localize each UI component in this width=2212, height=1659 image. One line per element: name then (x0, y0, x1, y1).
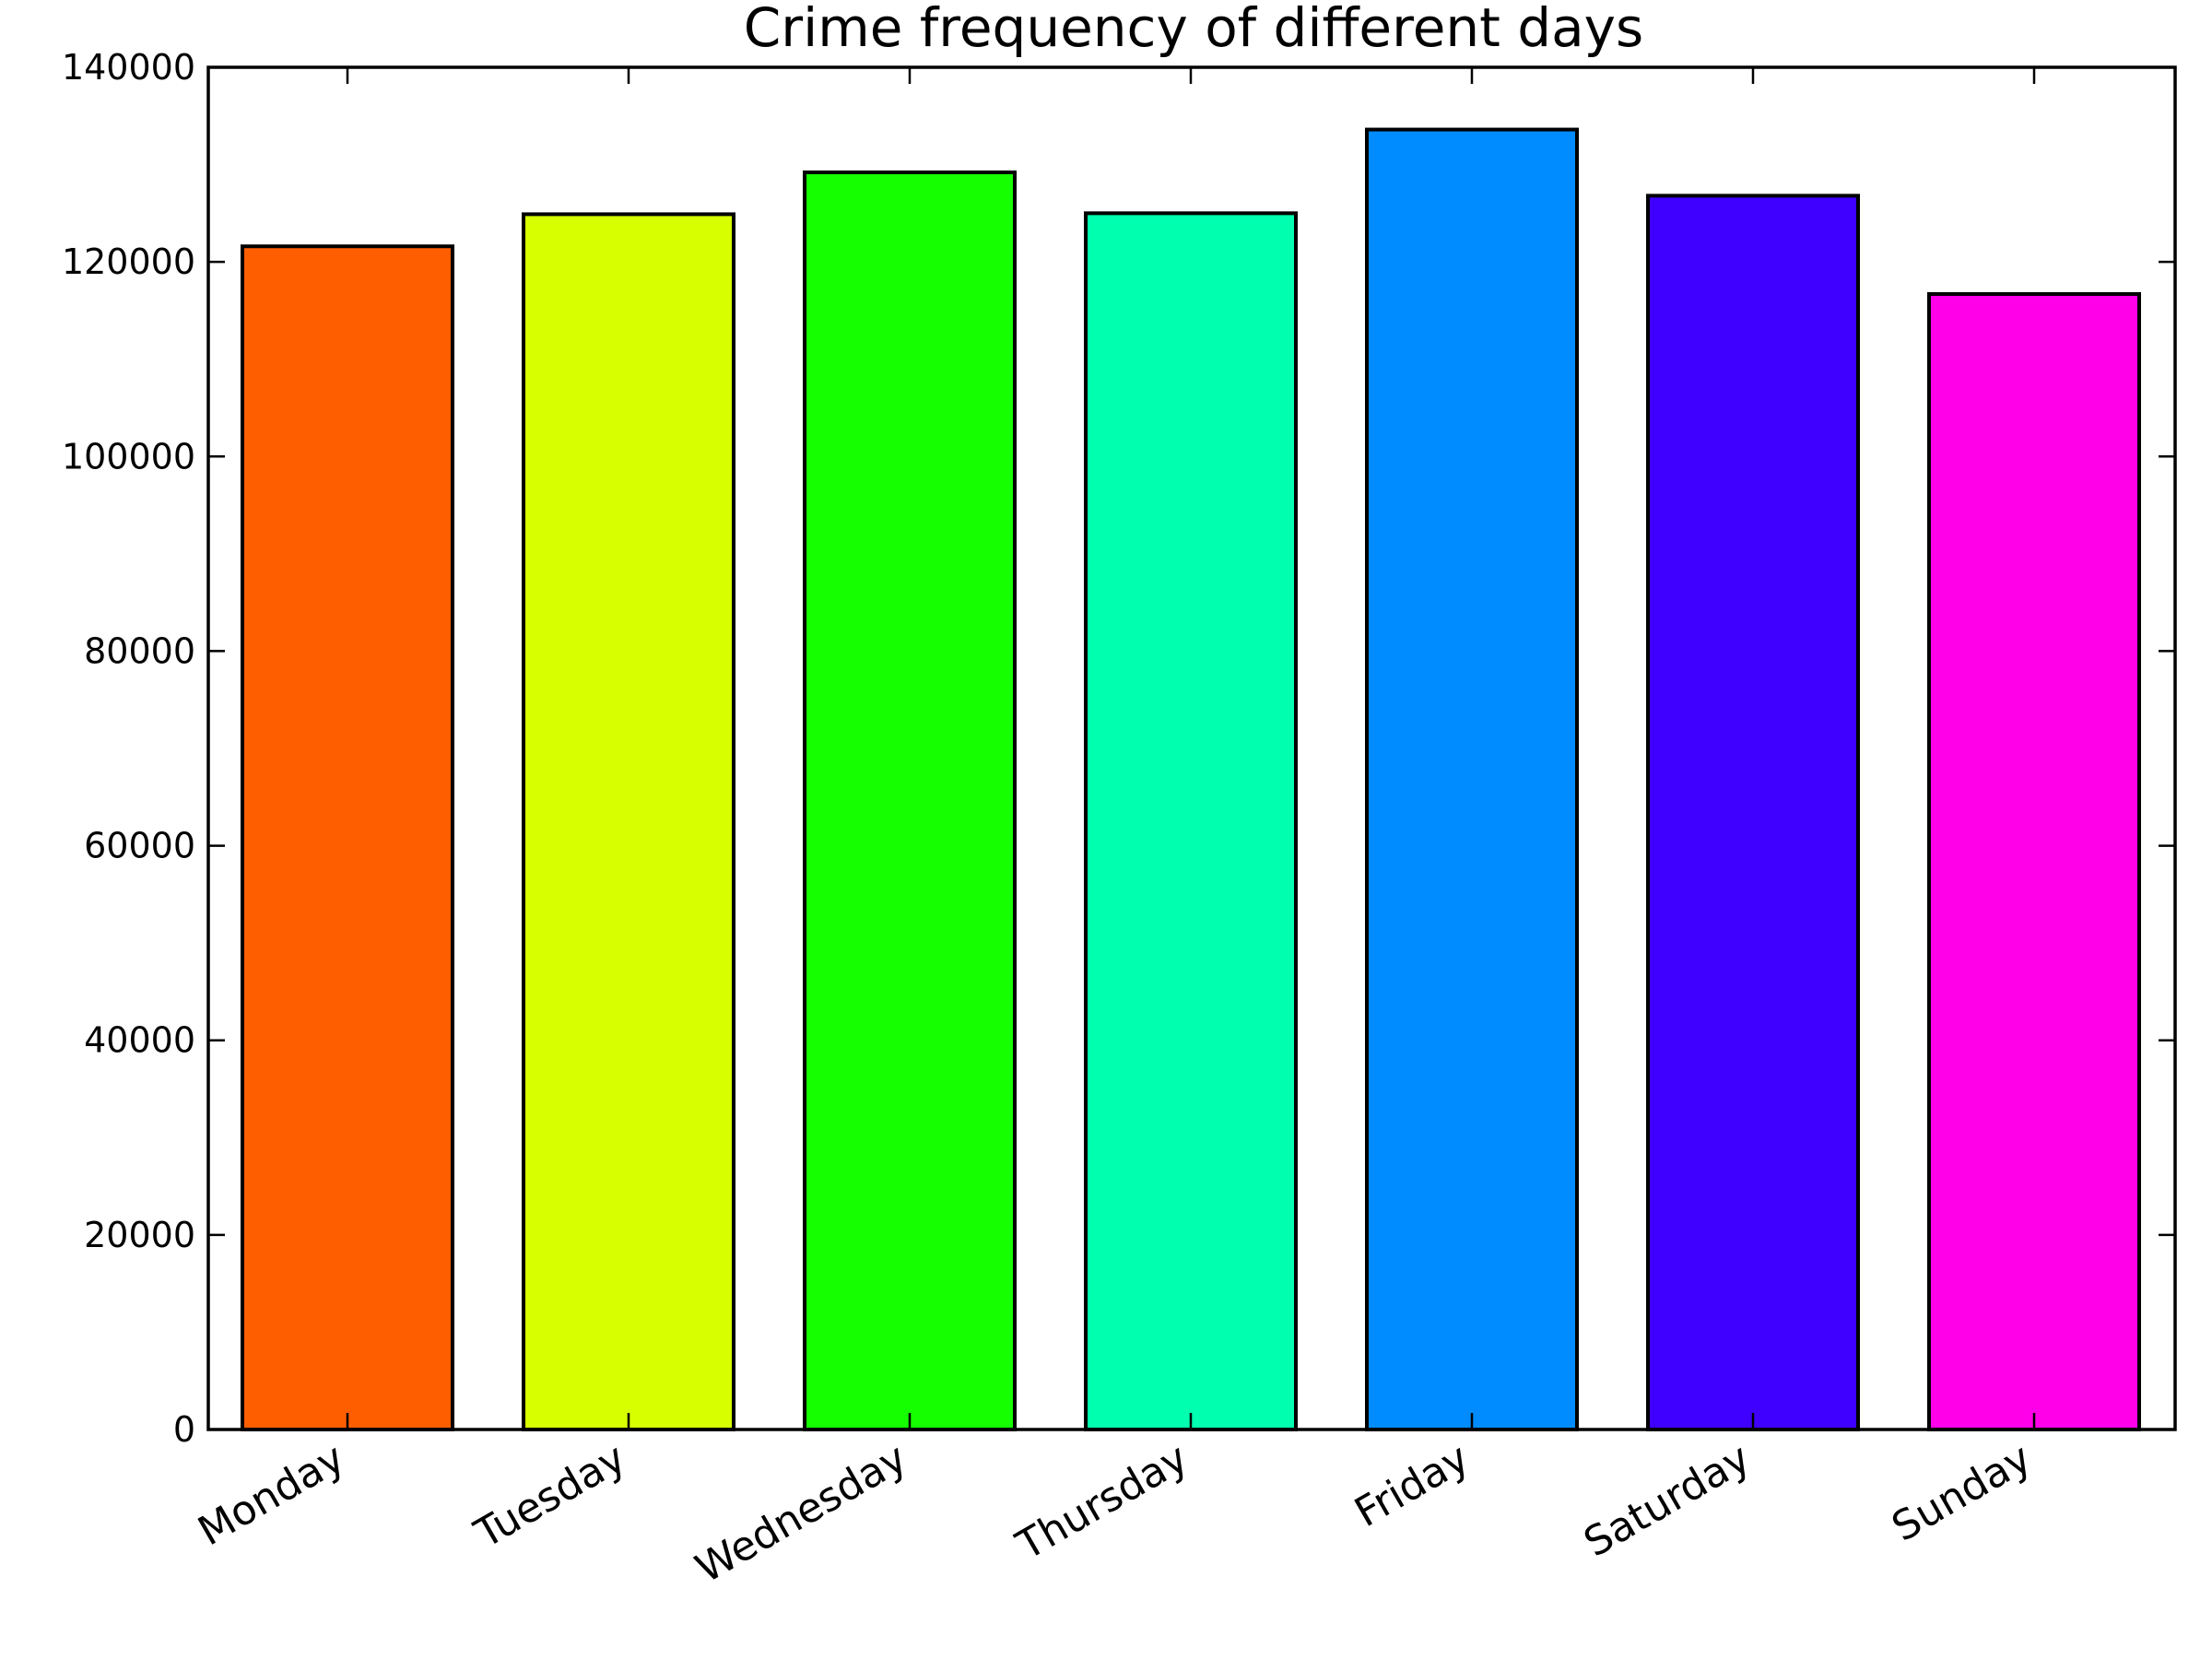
x-tick-label: Sunday (1884, 1434, 2039, 1550)
bar-sunday (1927, 291, 2141, 1431)
y-tick-label: 80000 (84, 630, 195, 671)
y-tick-label: 40000 (84, 1020, 195, 1061)
bar-monday (241, 244, 454, 1431)
bar-friday (1365, 127, 1579, 1432)
x-tick-label: Wednesday (688, 1434, 914, 1593)
plot-frame (206, 65, 2177, 1431)
x-tick-label: Thursday (1008, 1434, 1196, 1570)
x-tick-label: Saturday (1576, 1434, 1758, 1566)
x-axis-tick-labels: Monday Tuesday Wednesday Thursday Friday Satu… (191, 1434, 2040, 1593)
x-tick-label: Friday (1347, 1434, 1477, 1536)
bar-wednesday (803, 171, 1017, 1432)
y-tick-label: 120000 (62, 241, 195, 282)
y-tick-label: 140000 (62, 47, 195, 88)
bar-tuesday (522, 212, 735, 1432)
y-tick-label: 0 (173, 1409, 195, 1450)
bar-saturday (1646, 194, 1860, 1432)
y-axis-tick-labels: 0 20000 40000 60000 80000 100000 120000 140000 (62, 47, 195, 1450)
x-tick-label: Monday (191, 1434, 353, 1555)
bar-thursday (1084, 211, 1298, 1431)
chart-title: Crime frequency of different days (744, 0, 1643, 59)
x-tick-label: Tuesday (466, 1434, 633, 1558)
y-tick-label: 20000 (84, 1215, 195, 1255)
y-tick-label: 60000 (84, 826, 195, 866)
bars-layer (241, 127, 2141, 1432)
y-tick-label: 100000 (62, 436, 195, 477)
